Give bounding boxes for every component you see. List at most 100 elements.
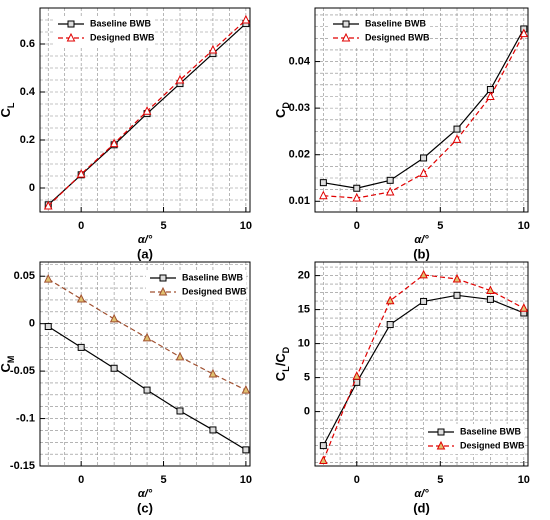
y-axis-label-part: M: [6, 356, 16, 364]
y-tick-label: 0.6: [20, 38, 35, 50]
marker: [419, 269, 428, 279]
y-tick-label: 0.2: [20, 134, 35, 146]
y-tick-label: 0.04: [289, 55, 311, 67]
panel-label: (d): [413, 500, 430, 515]
marker: [453, 291, 461, 299]
legend-marker: [67, 20, 75, 28]
legend-marker: [342, 20, 350, 28]
marker: [209, 426, 217, 434]
marker: [241, 14, 251, 24]
panel-label: (b): [413, 246, 430, 261]
y-axis-label-part: C: [0, 107, 13, 117]
panel: 0 5 10 0 5 10 15 20 α/°(d) CL/CD Baseline BWB Desig…: [273, 261, 530, 515]
marker: [43, 200, 53, 210]
legend-label: Designed BWB: [182, 286, 247, 296]
y-axis-label: CM: [0, 356, 16, 373]
marker: [420, 297, 428, 305]
legend-marker: [66, 32, 76, 42]
marker: [319, 455, 328, 465]
plot-frame: [39, 261, 251, 467]
marker: [242, 446, 250, 454]
x-tick-label: 0: [354, 474, 360, 486]
plot-frame: [314, 7, 529, 213]
y-tick-label: 0.03: [289, 102, 310, 114]
legend-marker: [437, 428, 445, 436]
y-tick-label: 0: [29, 318, 35, 330]
marker: [419, 168, 428, 177]
marker: [110, 364, 118, 372]
x-axis-label: α/°: [138, 488, 153, 500]
panel: 0 5 10 0.05 0 -0.05 -0.1 -0.15 α/°(c) CM Baseline …: [0, 261, 252, 515]
x-tick-label: 5: [437, 220, 443, 232]
x-tick-label: 5: [160, 220, 166, 232]
y-axis-label-part: L: [281, 366, 291, 372]
y-axis-label-part: /C: [273, 353, 288, 367]
x-tick-label: 10: [518, 220, 530, 232]
y-tick-label: 15: [298, 304, 310, 316]
marker: [385, 295, 395, 305]
marker: [142, 332, 152, 342]
marker: [175, 74, 185, 84]
x-tick-label: 10: [518, 474, 530, 486]
marker: [77, 343, 85, 351]
marker: [176, 407, 184, 415]
panel: 0 5 10 0.01 0.02 0.03 0.04 α/°(b) CD Baseline BWB…: [273, 7, 530, 261]
legend-marker: [159, 274, 167, 282]
legend-label: Baseline BWB: [182, 272, 244, 282]
marker: [109, 313, 119, 323]
y-axis-label-part: C: [0, 362, 13, 372]
marker: [486, 295, 494, 303]
legend-label: Baseline BWB: [90, 18, 152, 28]
y-tick-label: 5: [304, 372, 310, 384]
x-axis-label: α/°: [138, 234, 153, 246]
marker: [319, 179, 327, 187]
x-tick-label: 0: [78, 220, 84, 232]
panel: 0 5 10 0 0.2 0.4 0.6 α/°(a) CL Baseline BWB Design…: [0, 7, 252, 261]
y-tick-label: 0.05: [14, 270, 35, 282]
marker: [208, 368, 218, 378]
y-axis-label: CL: [0, 102, 16, 117]
legend-label: Designed BWB: [365, 32, 430, 42]
marker: [452, 273, 462, 283]
marker: [386, 176, 394, 184]
marker: [44, 323, 52, 331]
y-tick-label: 0: [304, 406, 310, 418]
marker: [352, 371, 362, 380]
legend-marker: [341, 32, 351, 42]
marker: [76, 293, 86, 303]
x-tick-label: 0: [354, 220, 360, 232]
marker: [208, 44, 218, 54]
y-tick-label: 0.01: [289, 195, 310, 207]
marker: [76, 168, 86, 178]
x-tick-label: 5: [437, 474, 443, 486]
marker: [420, 154, 428, 162]
y-tick-label: 0.02: [289, 149, 310, 161]
marker: [143, 386, 151, 394]
x-axis-label: α/°: [414, 488, 429, 500]
x-tick-label: 10: [240, 220, 252, 232]
marker: [142, 106, 152, 115]
marker: [519, 28, 529, 38]
marker: [486, 285, 495, 295]
y-tick-label: 0.4: [20, 86, 36, 98]
plot-frame: [39, 7, 251, 213]
y-tick-label: 20: [298, 270, 310, 282]
y-tick-label: 10: [298, 338, 310, 350]
y-axis-label-part: C: [273, 108, 288, 118]
x-tick-label: 10: [240, 474, 252, 486]
marker: [352, 192, 362, 202]
panel-label: (a): [137, 246, 153, 261]
marker: [319, 190, 328, 200]
marker: [385, 186, 395, 196]
marker: [319, 442, 327, 450]
marker: [241, 384, 251, 394]
plot-frame: [314, 261, 529, 467]
legend-marker: [436, 440, 446, 450]
legend-label: Baseline BWB: [365, 18, 427, 28]
panel-label: (c): [137, 500, 153, 515]
y-tick-label: 0: [29, 182, 35, 194]
y-axis-label-part: C: [273, 371, 288, 381]
x-axis-label: α/°: [414, 234, 429, 246]
y-axis-label-part: D: [281, 346, 291, 353]
